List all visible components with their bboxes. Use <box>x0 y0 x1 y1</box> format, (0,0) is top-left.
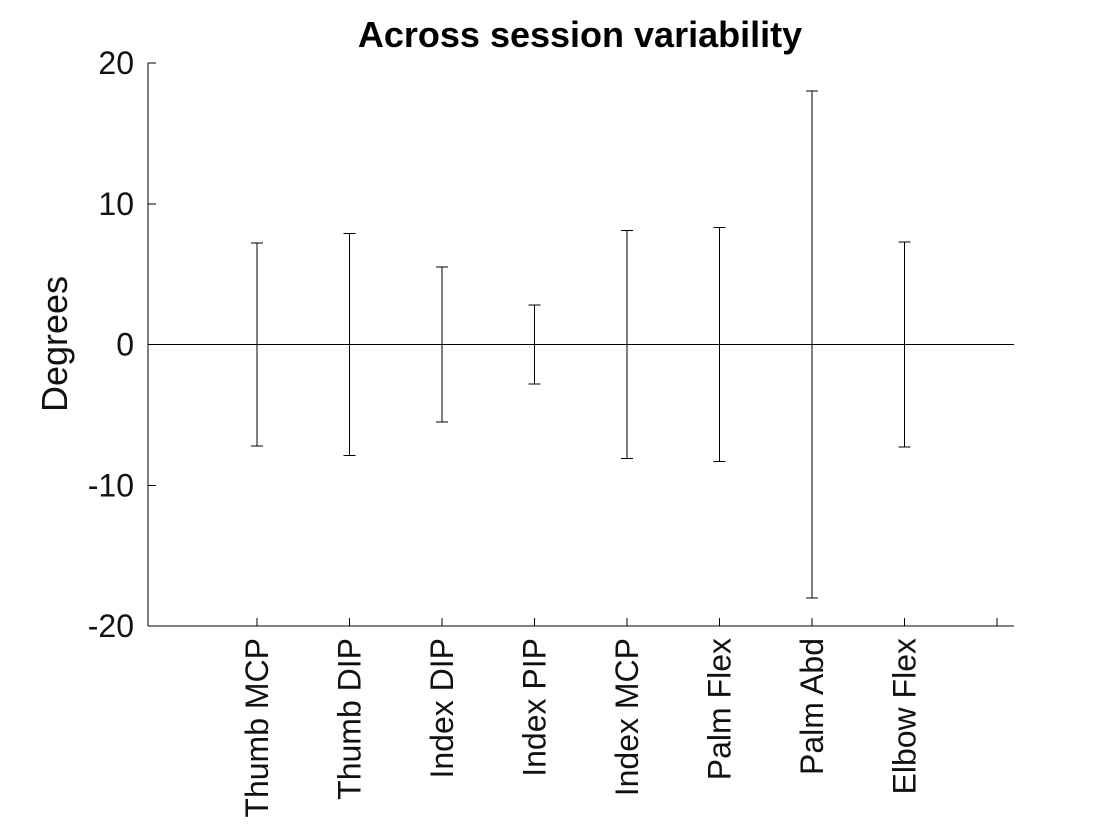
y-axis-title: Degrees <box>34 276 75 412</box>
y-tick-label: -10 <box>88 467 134 503</box>
x-tick-label: Thumb MCP <box>239 638 275 818</box>
plot-area: 20 10 0 -10 -20 Thumb MCP Thumb DIP Index DIP In… <box>88 45 1014 818</box>
x-tick-label: Index MCP <box>609 638 645 796</box>
chart-title: Across session variability <box>358 14 802 55</box>
y-tick-label: -20 <box>88 608 134 644</box>
x-tick-label: Index DIP <box>424 638 460 779</box>
x-tick-label: Palm Flex <box>702 638 738 780</box>
y-tick-label: 20 <box>98 45 134 81</box>
x-tick-label: Thumb DIP <box>332 638 368 800</box>
y-tick-label: 10 <box>98 186 134 222</box>
x-tick-label: Index PIP <box>517 638 553 777</box>
y-tick-label: 0 <box>116 327 134 363</box>
x-tick-label: Palm Abd <box>794 638 830 775</box>
x-tick-label: Elbow Flex <box>887 638 923 795</box>
